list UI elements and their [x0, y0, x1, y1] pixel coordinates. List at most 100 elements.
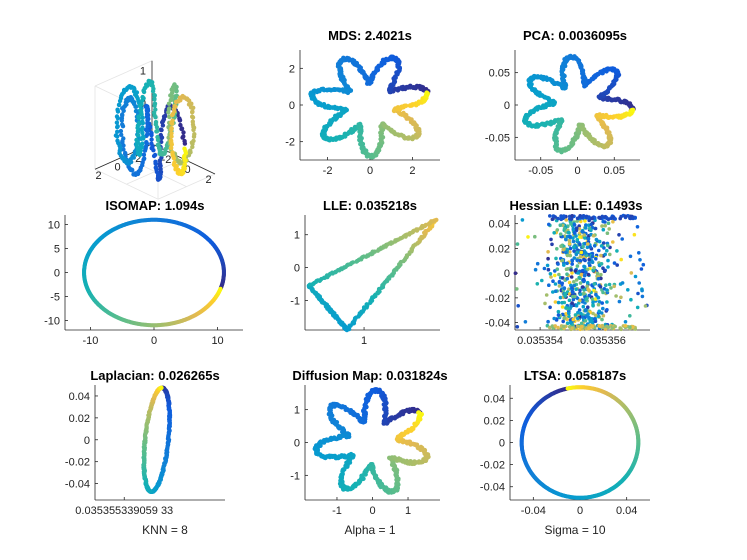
- panel-title: LTSA: 0.058187s: [524, 368, 626, 383]
- data-point: [169, 145, 174, 151]
- data-point: [550, 242, 554, 247]
- data-point: [569, 275, 574, 279]
- data-point: [597, 300, 602, 304]
- y-tick-label: 10: [48, 220, 60, 232]
- data-point: [578, 235, 582, 239]
- data-point: [588, 245, 593, 249]
- data-point: [578, 281, 583, 285]
- y-tick-label: -5: [50, 291, 60, 303]
- data-point: [523, 320, 528, 324]
- data-point: [570, 326, 574, 331]
- x-tick-label: -0.05: [528, 165, 553, 177]
- data-point: [587, 226, 592, 231]
- data-point: [120, 112, 125, 117]
- data-point: [166, 101, 172, 106]
- data-point: [581, 304, 586, 309]
- data-point: [574, 226, 579, 230]
- data-point: [600, 317, 604, 322]
- data-point: [131, 172, 136, 177]
- data-point: [623, 320, 628, 324]
- data-point: [565, 386, 570, 391]
- data-point: [599, 272, 603, 277]
- data-point: [589, 319, 594, 324]
- data-point: [587, 216, 591, 220]
- data-point: [615, 249, 619, 253]
- data-point: [585, 267, 590, 272]
- y-tick-label: 0: [84, 435, 90, 447]
- data-point: [171, 156, 177, 161]
- data-point: [584, 270, 588, 275]
- data-point: [567, 311, 571, 316]
- data-point: [542, 266, 547, 271]
- y-tick-label: -2: [285, 137, 295, 149]
- data-point: [568, 321, 573, 325]
- data-point: [618, 216, 622, 221]
- panel-laplacian: Laplacian: 0.026265s 0.035355339059 330.…: [65, 368, 225, 537]
- data-point: [152, 93, 157, 98]
- data-point: [141, 152, 147, 157]
- y-tick-label: 0.02: [489, 243, 510, 255]
- data-point: [597, 215, 601, 220]
- y-tick-label: 2: [95, 170, 101, 182]
- y-tick-label: -2: [132, 153, 142, 165]
- data-point: [182, 162, 187, 167]
- data-point: [575, 324, 580, 329]
- data-point: [643, 304, 648, 308]
- data-point: [617, 233, 621, 237]
- data-point: [135, 129, 141, 134]
- data-point: [546, 256, 550, 261]
- data-point: [384, 57, 389, 62]
- data-point: [178, 122, 183, 128]
- data-point: [557, 279, 562, 284]
- data-point: [587, 257, 591, 262]
- data-point: [562, 316, 566, 321]
- data-point: [403, 103, 409, 109]
- data-point: [553, 215, 557, 219]
- data-point: [571, 317, 576, 322]
- data-point: [628, 254, 633, 259]
- data-point: [139, 102, 144, 107]
- data-point: [145, 121, 150, 126]
- data-point: [637, 281, 641, 285]
- data-point: [590, 325, 594, 329]
- data-point: [550, 217, 555, 221]
- data-point: [564, 218, 569, 222]
- data-point: [574, 234, 578, 238]
- data-point: [114, 120, 120, 125]
- data-point: [560, 300, 564, 305]
- data-point: [597, 324, 601, 328]
- data-point: [565, 261, 569, 266]
- data-point: [552, 231, 556, 235]
- data-point: [598, 285, 603, 289]
- data-point: [603, 252, 607, 257]
- data-point: [570, 258, 574, 263]
- data-point: [592, 265, 596, 270]
- panel-footer-label: KNN = 8: [142, 523, 188, 537]
- data-point: [610, 216, 614, 220]
- y-tick-label: -0.04: [480, 482, 505, 494]
- data-point: [561, 223, 565, 228]
- data-point: [186, 102, 192, 107]
- data-point: [593, 313, 598, 318]
- data-point: [325, 87, 330, 93]
- x-tick-label: 10: [211, 335, 223, 347]
- x-tick-label: 0: [369, 505, 375, 517]
- data-point: [553, 273, 557, 278]
- data-point: [569, 217, 574, 221]
- data-point: [629, 271, 634, 275]
- data-point: [631, 325, 635, 329]
- data-point: [568, 250, 572, 254]
- data-point: [572, 256, 577, 260]
- data-point: [584, 297, 589, 301]
- data-point: [149, 141, 154, 146]
- data-point: [586, 236, 591, 241]
- data-point: [578, 288, 582, 293]
- data-point: [218, 286, 223, 291]
- data-point: [612, 284, 616, 289]
- panel-pca: PCA: 0.0036095s -0.05 0 0.050.050-0.05: [485, 28, 640, 177]
- data-point: [558, 295, 563, 300]
- data-point: [140, 130, 145, 136]
- data-point: [564, 250, 568, 255]
- data-point: [134, 137, 139, 143]
